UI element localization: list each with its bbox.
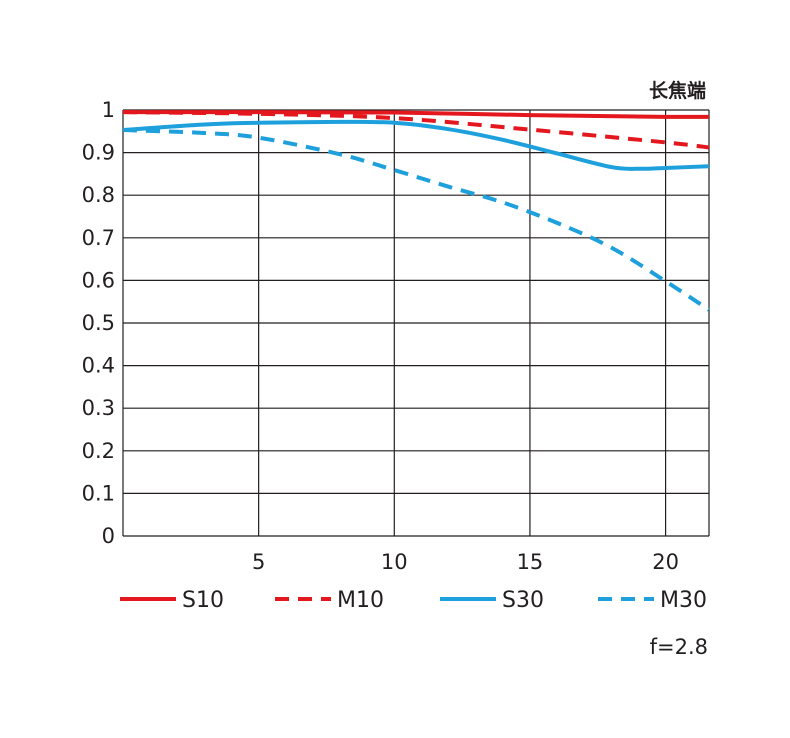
grid (122, 109, 710, 537)
x-tick-label: 20 (652, 550, 679, 574)
legend-label: S10 (182, 588, 224, 613)
x-tick-labels: 5 10 15 20 (252, 550, 679, 574)
series-lines (122, 110, 711, 312)
x-tick-label: 5 (252, 550, 265, 574)
y-tick-label: 0.9 (82, 141, 115, 165)
y-tick-labels: 0 0.1 0.2 0.3 0.4 0.5 0.6 0.7 0.8 0.9 1 (82, 98, 115, 548)
x-tick-label: 15 (517, 550, 544, 574)
y-tick-label: 1 (102, 98, 115, 122)
legend-item-s30: S30 (440, 588, 544, 613)
y-tick-label: 0.4 (82, 354, 115, 378)
y-tick-label: 0.2 (82, 439, 115, 463)
y-tick-label: 0.1 (82, 481, 115, 505)
corner-label: 长焦端 (649, 79, 706, 102)
y-tick-label: 0.7 (82, 226, 115, 250)
x-tick-label: 10 (381, 550, 408, 574)
y-tick-label: 0.6 (82, 268, 115, 292)
legend-item-m30: M30 (598, 588, 707, 613)
y-tick-label: 0.5 (82, 311, 115, 335)
legend-label: S30 (502, 588, 544, 613)
legend-item-s10: S10 (120, 588, 224, 613)
series-line-s30 (122, 119, 710, 171)
series-line-s10 (122, 110, 710, 119)
legend-item-m10: M10 (275, 588, 384, 613)
y-tick-label: 0.8 (82, 183, 115, 207)
y-tick-label: 0.3 (82, 396, 115, 420)
y-tick-label: 0 (102, 524, 115, 548)
legend-label: M30 (660, 588, 707, 613)
aperture-label: f=2.8 (650, 635, 708, 659)
series-line-m30 (122, 128, 711, 312)
legend-label: M10 (337, 588, 384, 613)
legend: S10 M10 S30 M30 (120, 588, 707, 613)
